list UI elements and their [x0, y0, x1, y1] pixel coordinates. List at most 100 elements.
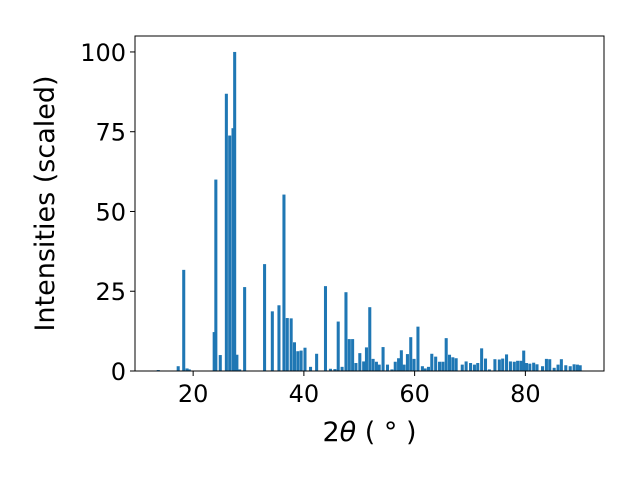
x-axis-label-theta: θ [340, 417, 357, 448]
bar [423, 368, 427, 371]
bar [524, 363, 529, 371]
bar [333, 369, 337, 371]
bar [541, 366, 545, 371]
bar [224, 93, 228, 371]
bar [212, 332, 216, 371]
bar [493, 359, 497, 371]
bar [447, 354, 452, 371]
bar [434, 356, 438, 371]
y-axis-ticks: 0 25 50 75 100 [80, 39, 135, 386]
x-axis-label-prefix: 2 [322, 417, 339, 448]
bar [235, 354, 239, 371]
bar [328, 368, 332, 371]
bar [544, 358, 548, 371]
y-tick-label: 50 [95, 198, 126, 226]
bar [568, 366, 572, 371]
bar [572, 364, 576, 371]
bar [564, 365, 568, 371]
bar [505, 354, 509, 371]
bar [351, 339, 355, 371]
bar [289, 318, 293, 371]
bar [233, 51, 237, 371]
bar [358, 353, 362, 371]
y-tick-label: 75 [95, 119, 126, 147]
bar [270, 311, 274, 371]
x-tick-label: 20 [178, 380, 209, 408]
bar [519, 360, 523, 371]
bar [344, 292, 348, 371]
bar [292, 342, 296, 371]
bar [469, 363, 473, 371]
bar [556, 364, 560, 371]
bar [187, 369, 191, 371]
x-tick-label: 60 [399, 380, 430, 408]
bar [430, 353, 434, 371]
x-tick-label: 80 [510, 380, 541, 408]
bar [522, 350, 526, 371]
bar [309, 366, 313, 371]
bar [371, 358, 375, 371]
bar [460, 364, 464, 371]
bar [315, 353, 319, 371]
bar [285, 318, 289, 371]
bar [416, 326, 420, 371]
bar [483, 358, 488, 371]
bar [552, 367, 556, 371]
bar [182, 269, 186, 371]
bar [501, 358, 505, 371]
bar [441, 361, 445, 371]
bar [472, 364, 476, 371]
bar [444, 338, 448, 371]
bar [364, 347, 368, 371]
bar [438, 361, 442, 371]
bar [516, 360, 520, 371]
x-tick-label: 40 [289, 380, 320, 408]
x-axis-ticks: 20 40 60 80 [178, 371, 541, 408]
bars [156, 51, 582, 371]
bar [532, 362, 536, 371]
bar [559, 359, 563, 371]
y-tick-label: 25 [95, 278, 126, 306]
bar [399, 350, 403, 371]
bar [528, 363, 532, 371]
bar [487, 369, 491, 371]
bar [420, 366, 424, 371]
bar [402, 364, 406, 371]
bar [405, 354, 409, 371]
bar [368, 307, 372, 371]
bar [238, 369, 242, 371]
bar [354, 363, 358, 371]
bar [231, 128, 235, 371]
bar [535, 364, 539, 371]
bar [323, 286, 328, 371]
bar [451, 357, 455, 371]
x-axis-label-unit: ( ° ) [356, 417, 416, 448]
bar [512, 361, 516, 371]
y-axis-label: Intensities (scaled) [30, 75, 61, 331]
bar [390, 369, 394, 371]
bar [243, 287, 247, 371]
bar [176, 366, 180, 371]
bar [282, 194, 286, 371]
bar [340, 366, 344, 371]
bar [374, 361, 378, 371]
bar [409, 337, 413, 371]
bar [393, 361, 397, 371]
bar [228, 135, 232, 371]
bar [263, 264, 267, 371]
y-tick-label: 0 [111, 358, 126, 386]
bar [347, 339, 351, 371]
bar [578, 365, 582, 371]
bar [476, 363, 480, 371]
x-axis-label: 2θ ( ° ) [322, 417, 416, 448]
bar [296, 351, 300, 371]
bar [214, 179, 218, 371]
bar [412, 358, 416, 371]
bar [464, 361, 468, 371]
bar [277, 305, 281, 371]
bar [497, 359, 501, 371]
bar [303, 347, 307, 371]
bar [362, 361, 366, 371]
bar [397, 358, 401, 371]
